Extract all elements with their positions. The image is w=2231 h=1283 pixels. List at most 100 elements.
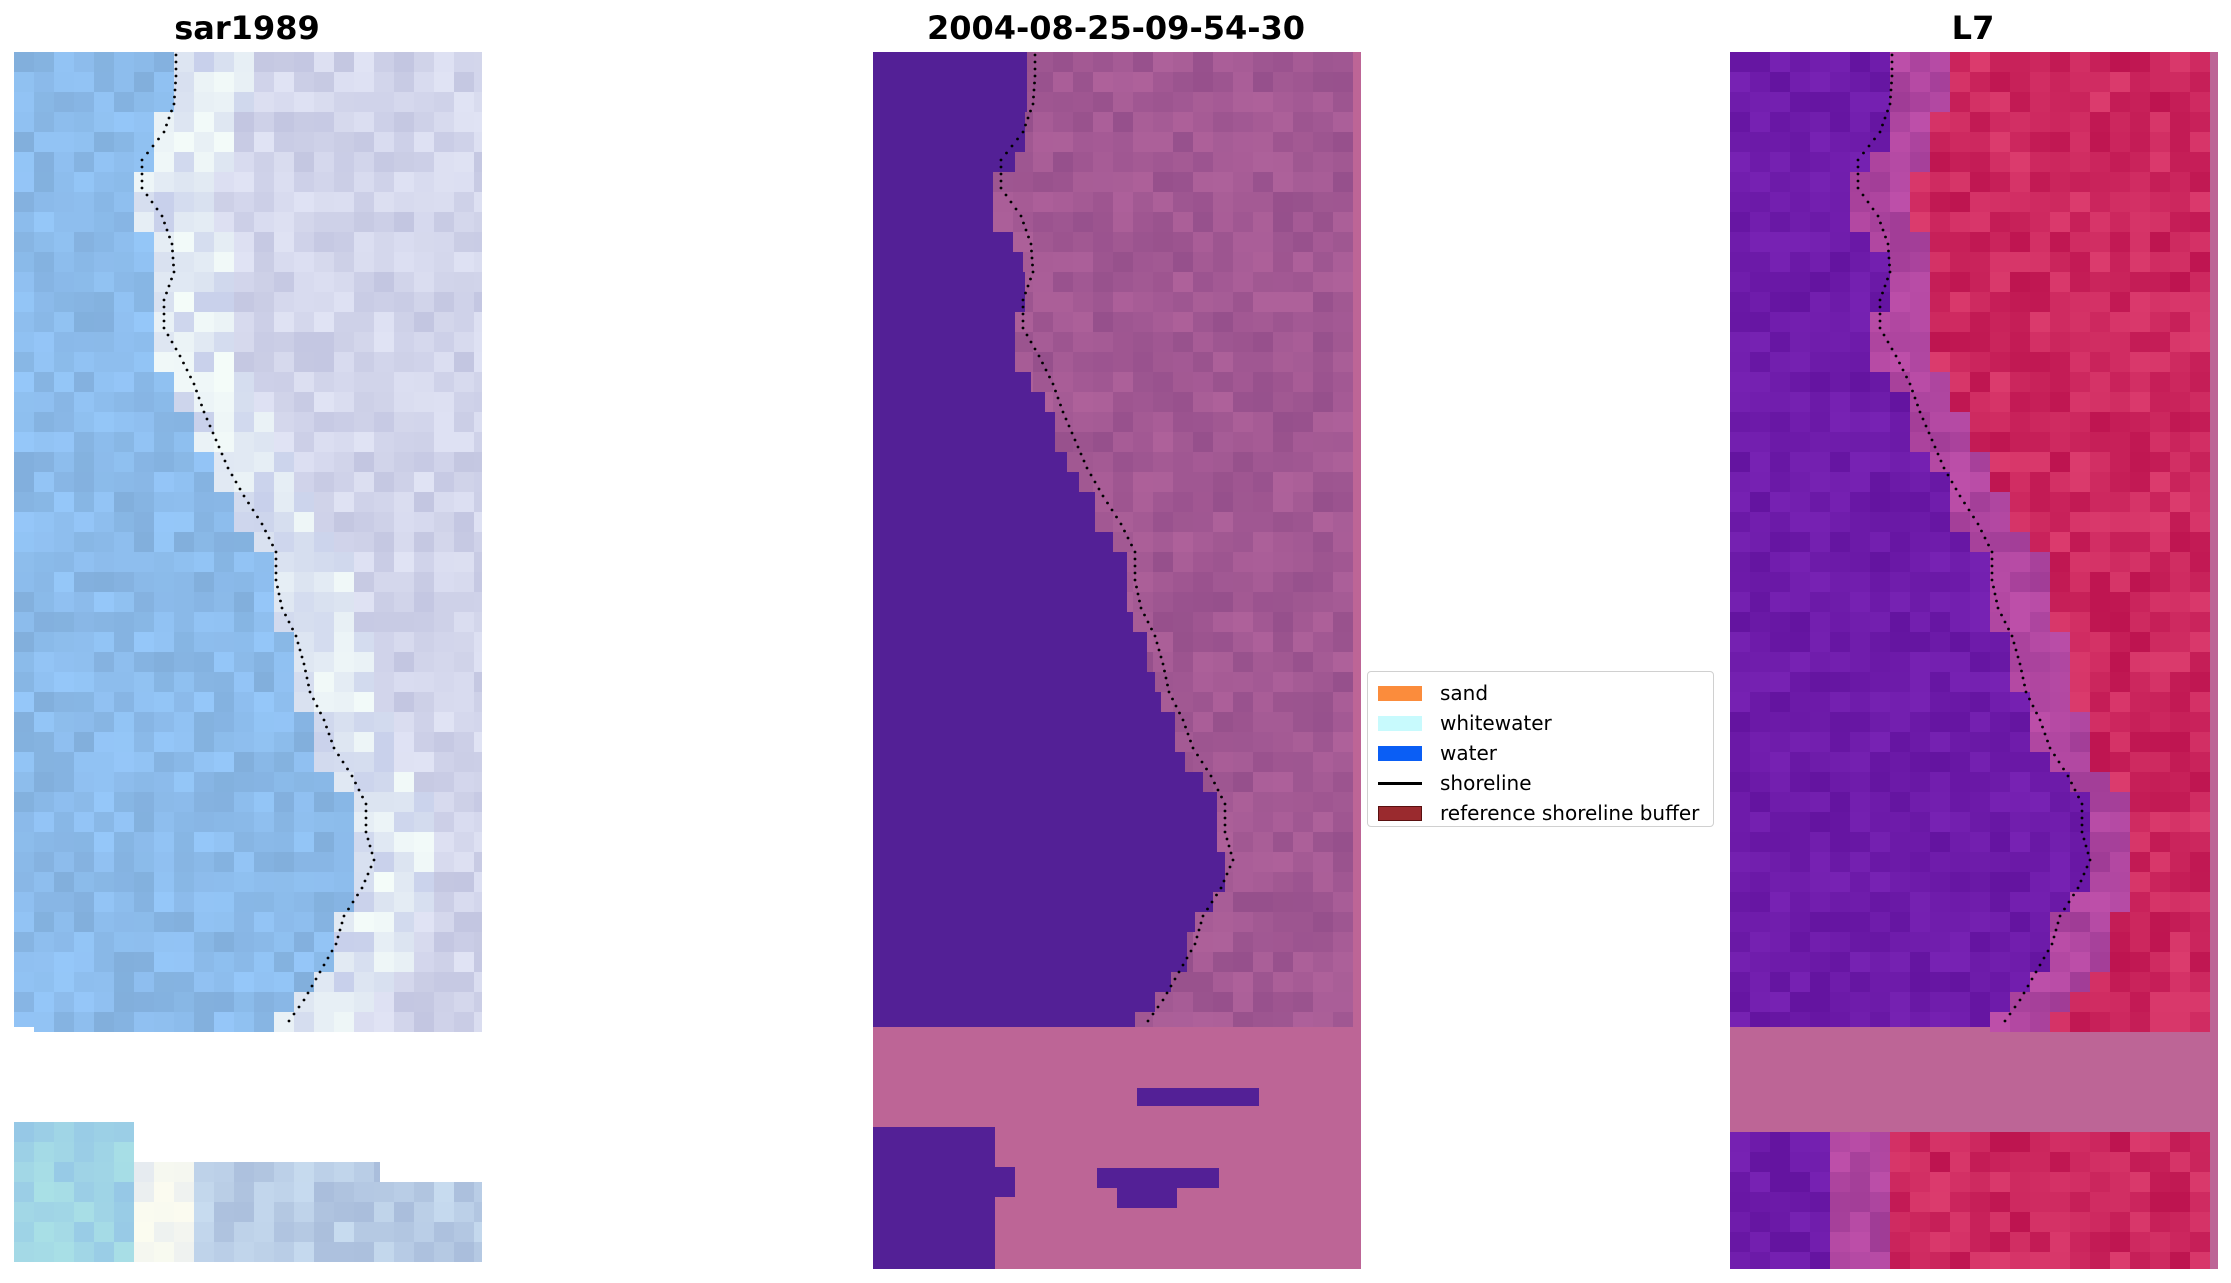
shoreline-point xyxy=(2058,914,2062,918)
shoreline-point xyxy=(1157,648,1161,652)
shoreline-point xyxy=(999,165,1003,169)
shoreline-point xyxy=(1888,270,1892,274)
shoreline-point xyxy=(1213,781,1216,785)
shoreline-point xyxy=(1887,256,1891,260)
shoreline-point xyxy=(1031,263,1034,267)
shoreline-point xyxy=(1032,88,1036,92)
shoreline-point xyxy=(2016,655,2020,659)
shoreline-point xyxy=(1085,466,1089,470)
shoreline-point xyxy=(372,858,376,862)
shoreline-point xyxy=(197,396,201,400)
shoreline-point xyxy=(1878,312,1882,316)
shoreline-point xyxy=(1010,144,1014,148)
shoreline-point xyxy=(1886,242,1890,246)
shoreline-point xyxy=(2013,1005,2017,1009)
shoreline-point xyxy=(1030,249,1033,253)
shoreline-point xyxy=(1916,403,1919,407)
shoreline-points-classified xyxy=(999,53,1235,1023)
shoreline-point xyxy=(1191,746,1195,750)
shoreline-point xyxy=(332,746,336,750)
shoreline-point xyxy=(1159,655,1163,659)
shoreline-point xyxy=(1171,697,1174,701)
shoreline-point xyxy=(1041,361,1044,365)
shoreline-point xyxy=(1106,501,1109,505)
shoreline-point xyxy=(174,53,178,57)
shoreline-point xyxy=(276,585,279,589)
shoreline-point xyxy=(1044,368,1048,372)
shoreline-point xyxy=(1199,921,1203,925)
shoreline-point xyxy=(322,963,326,967)
shoreline-point xyxy=(150,200,154,204)
shoreline-point xyxy=(347,907,350,911)
shoreline-point xyxy=(1021,130,1025,134)
shoreline-point xyxy=(2053,753,2056,757)
shoreline-point xyxy=(1908,382,1912,386)
shoreline-point xyxy=(2023,683,2026,687)
shoreline-point xyxy=(2000,613,2003,617)
shoreline-point xyxy=(356,893,359,897)
shoreline-point xyxy=(1206,907,1209,911)
shoreline-point xyxy=(1164,676,1168,680)
shoreline-point xyxy=(171,256,175,260)
shoreline-point xyxy=(999,172,1003,176)
shoreline-point xyxy=(1223,802,1227,806)
shoreline-point xyxy=(1227,844,1231,848)
shoreline-point xyxy=(308,690,312,694)
shoreline-point xyxy=(1933,445,1937,449)
shoreline-point xyxy=(2014,648,2018,652)
shoreline-point xyxy=(174,74,178,78)
shoreline-point xyxy=(337,753,340,757)
shoreline-point xyxy=(1883,284,1887,288)
shoreline-point xyxy=(1884,235,1887,239)
shoreline-point xyxy=(319,711,322,715)
shoreline-point xyxy=(350,774,354,778)
shoreline-point xyxy=(2066,774,2070,778)
shoreline-point xyxy=(2085,865,2089,869)
shoreline-point xyxy=(2062,767,2065,771)
shoreline-point xyxy=(1878,298,1882,302)
shoreline-point xyxy=(1021,326,1025,330)
shoreline-point xyxy=(1169,984,1173,988)
legend-item-shoreline: shoreline xyxy=(1378,768,1703,798)
shoreline-point xyxy=(1016,137,1019,141)
shoreline-point xyxy=(1030,256,1034,260)
shoreline-point xyxy=(2070,781,2073,785)
shoreline-point xyxy=(1185,956,1189,960)
shoreline-point xyxy=(223,459,227,463)
panel-title-rgb: sar1989 xyxy=(174,9,320,47)
shoreline-point xyxy=(2022,991,2026,995)
shoreline-point xyxy=(251,508,255,512)
legend: sand whitewater water shoreline referenc… xyxy=(1367,671,1714,827)
shoreline-point xyxy=(1173,977,1177,981)
shoreline-point xyxy=(302,998,306,1002)
shoreline-point xyxy=(1878,130,1882,134)
shoreline-point xyxy=(1061,410,1065,414)
shoreline-point xyxy=(168,235,171,239)
shoreline-point xyxy=(2063,907,2066,911)
shoreline-point xyxy=(2050,942,2054,946)
shoreline-point xyxy=(165,228,169,232)
shoreline-point xyxy=(1890,53,1894,57)
shoreline-point xyxy=(2020,669,2023,673)
shoreline-point xyxy=(2003,1019,2007,1023)
shoreline-point xyxy=(162,298,166,302)
shoreline-point xyxy=(162,312,166,316)
shoreline-point xyxy=(1924,424,1928,428)
shoreline-point xyxy=(2056,921,2060,925)
shoreline-point xyxy=(1856,158,1860,162)
shoreline-point xyxy=(1019,214,1023,218)
shoreline-point xyxy=(1051,382,1055,386)
shoreline-point xyxy=(140,165,144,169)
shoreline-point xyxy=(1200,760,1204,764)
shoreline-point xyxy=(1901,368,1905,372)
shoreline-point xyxy=(170,340,174,344)
shoreline-point xyxy=(256,515,259,519)
shoreline-point xyxy=(2073,788,2077,792)
shoreline-point xyxy=(342,914,346,918)
shoreline-points-rgb xyxy=(140,53,376,1023)
shoreline-point xyxy=(307,683,310,687)
shoreline-point xyxy=(1004,193,1008,197)
shoreline-point xyxy=(1946,473,1950,477)
shoreline-point xyxy=(1022,221,1025,225)
shoreline-point xyxy=(1995,599,1998,603)
